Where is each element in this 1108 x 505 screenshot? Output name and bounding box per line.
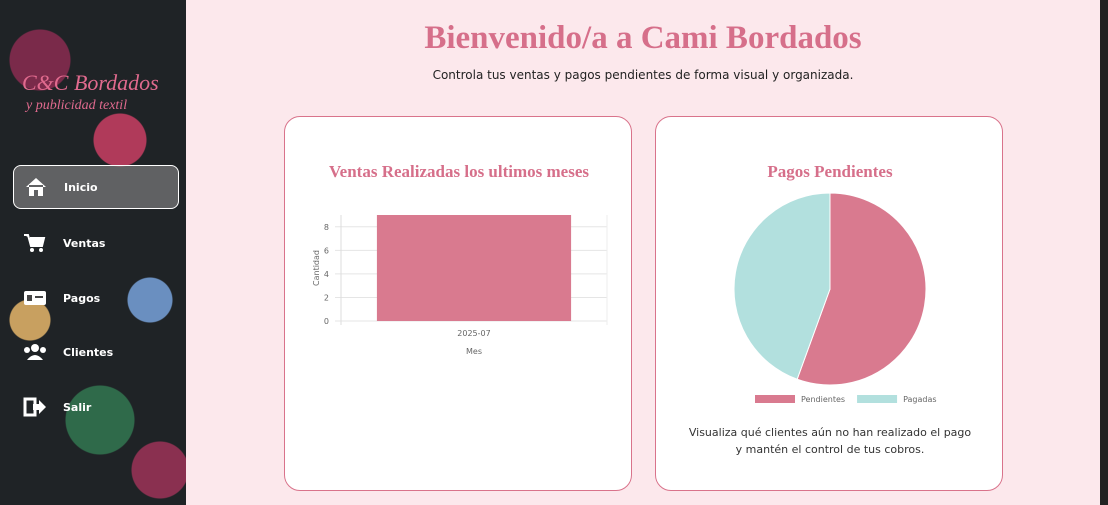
chart-title: Pagos Pendientes [767, 162, 893, 181]
chart-card: Ventas Realizadas los ultimos meses 0 2 4 6 8… [284, 116, 632, 491]
tagline: y publicidad textil [26, 98, 127, 114]
app: C&C Bordados y publicidad textil Inicio … [0, 0, 1108, 505]
sidebar: C&C Bordados y publicidad textil Inicio … [0, 0, 186, 505]
icon [23, 396, 47, 418]
y-tick-label: 2 [324, 293, 329, 302]
nav-label[interactable]: Salir [63, 401, 91, 414]
x-axis-label: Mes [466, 347, 482, 356]
y-tick-label: 0 [324, 317, 329, 326]
nav-item[interactable]: Inicio [13, 165, 179, 209]
y-axis-label: Cantidad [312, 250, 321, 286]
chart: Ventas Realizadas los ultimos meses 0 2 4 6 8… [285, 117, 630, 489]
scrollbar [1100, 0, 1108, 505]
chart: Pagos Pendientes Pendientes Pagadas Visuali… [656, 117, 1001, 489]
legend-swatch [857, 395, 897, 403]
y-tick-label: 6 [324, 246, 329, 255]
page-title: Bienvenido/a a Cami Bordados [186, 20, 1100, 57]
bar [377, 215, 571, 321]
legend-label: Pendientes [801, 395, 845, 404]
page: {"sidebar": {"logo": "C&C Bordados", "ta… [0, 0, 1108, 505]
nav-label[interactable]: Inicio [64, 181, 98, 194]
nav-item[interactable]: Ventas [13, 222, 179, 266]
legend-swatch [755, 395, 795, 403]
chart-card: Pagos Pendientes Pendientes Pagadas Visuali… [655, 116, 1003, 491]
icon [23, 341, 47, 363]
chart-title: Ventas Realizadas los ultimos meses [329, 162, 589, 181]
legend-label: Pagadas [903, 395, 937, 404]
y-tick-label: 4 [324, 270, 329, 279]
nav-label[interactable]: Clientes [63, 346, 113, 359]
caption: y mantén el control de tus cobros. [736, 443, 925, 456]
nav-item[interactable]: Pagos [13, 277, 179, 321]
logo: C&C Bordados [22, 70, 159, 96]
nav-label[interactable]: Pagos [63, 292, 100, 305]
page-subtitle: Controla tus ventas y pagos pendientes d… [186, 68, 1100, 82]
nav-item[interactable]: Clientes [13, 331, 179, 375]
icon [23, 232, 47, 254]
caption: Visualiza qué clientes aún no han realiz… [689, 426, 972, 439]
x-tick-label: 2025-07 [457, 329, 490, 338]
nav-label[interactable]: Ventas [63, 237, 105, 250]
icon [24, 176, 48, 198]
y-tick-label: 8 [324, 223, 329, 232]
nav-item[interactable]: Salir [13, 386, 179, 430]
icon [23, 287, 47, 309]
